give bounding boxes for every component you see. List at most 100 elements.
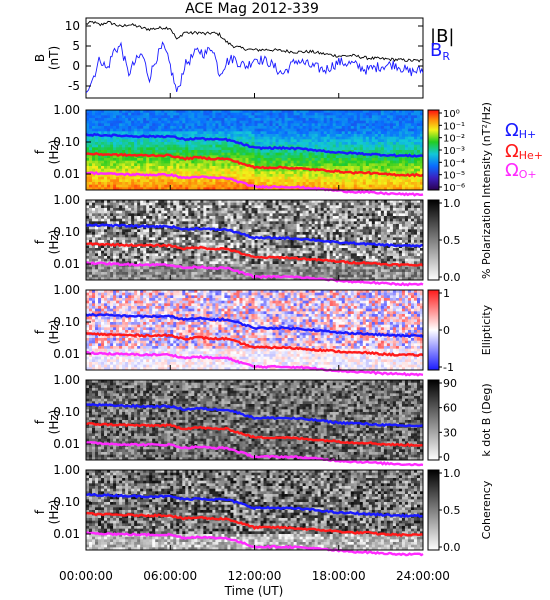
panel-0-ylabel-top: B xyxy=(33,54,47,62)
colorbar-tick-label: 0.5 xyxy=(443,504,461,517)
ytick-label: 0.10 xyxy=(53,315,80,329)
colorbar-tick-label: 10⁰ xyxy=(443,109,460,120)
x-axis-label: Time (UT) xyxy=(224,584,284,598)
legend-br-label: BR xyxy=(430,40,450,63)
cyclotron-line-he-plus xyxy=(85,511,424,538)
colorbar xyxy=(427,379,440,461)
cyclotron-line-h-plus xyxy=(85,312,424,339)
colorbar-label: Coherency xyxy=(480,480,493,539)
panel-0-ylabel-bottom: (nT) xyxy=(47,46,61,70)
ylabel-bottom: (Hz) xyxy=(47,230,61,255)
colorbar xyxy=(427,469,440,551)
colorbar-label: k dot B (Deg) xyxy=(480,383,493,456)
legend-omega-o-sub: O+ xyxy=(519,168,537,181)
panel-0-ytick-label: 0 xyxy=(72,59,80,73)
panel-0-ytick-label: 10 xyxy=(65,19,80,33)
colorbar-tick-label: 1 xyxy=(443,287,450,300)
legend-omega-he: ΩHe+ xyxy=(505,141,543,162)
legend-br-sub: R xyxy=(442,50,450,63)
colorbar-tick-label: 1.0 xyxy=(443,467,461,480)
xtick-label: 18:00:00 xyxy=(312,569,366,583)
colorbar-tick-label: 10⁻² xyxy=(443,134,465,145)
panel-coherency-cells xyxy=(86,470,424,551)
colorbar-tick-label: 0.0 xyxy=(443,271,461,284)
series-line-magnitude xyxy=(86,20,423,63)
ylabel-bottom: (Hz) xyxy=(47,410,61,435)
ytick-label: 0.01 xyxy=(53,437,80,451)
ytick-label: 0.10 xyxy=(53,225,80,239)
cyclotron-line-h-plus xyxy=(85,132,424,158)
colorbar-label: Intensity (nT²/Hz) xyxy=(480,102,493,198)
cyclotron-line-he-plus xyxy=(85,151,424,178)
panel-k-dot-b: 1.00 0.10 0.01 f (Hz) 90 60 30 0 k dot B (Deg) xyxy=(33,373,493,467)
colorbar-tick-label: 1.0 xyxy=(443,197,461,210)
cyclotron-line-h-plus xyxy=(85,492,424,519)
colorbar xyxy=(427,289,440,371)
xtick-label: 06:00:00 xyxy=(143,569,197,583)
colorbar-tick-label: 60 xyxy=(443,402,457,415)
panel-0-ytick-label: -5 xyxy=(68,79,80,93)
legend-omega-h-main: Ω xyxy=(505,120,519,141)
ylabel-top: f xyxy=(33,239,47,244)
cyclotron-line-he-plus xyxy=(85,332,424,357)
panel-ellipticity: 1.00 0.10 0.01 f (Hz) 1 0 -1 Ellipticity xyxy=(33,283,493,377)
legend-omega-h-sub: H+ xyxy=(519,128,537,141)
colorbar-label: Ellipticity xyxy=(480,304,493,355)
ylabel-bottom: (Hz) xyxy=(47,140,61,165)
legend-omega-o: ΩO+ xyxy=(505,160,537,181)
panel-coherency: 1.00 0.10 0.01 f (Hz) 1.0 0.5 0.0 Coherency xyxy=(33,463,493,557)
ytick-label: 0.10 xyxy=(53,405,80,419)
colorbar-tick-label: 10⁻⁴ xyxy=(443,158,465,169)
ytick-label: 1.00 xyxy=(53,103,80,117)
spectrogram-panels: 1.000.100.01f (Hz)10⁰10⁻¹10⁻²10⁻³10⁻⁴10⁻⁵… xyxy=(33,102,493,557)
colorbar-tick-label: 10⁻⁶ xyxy=(443,183,465,194)
panel-0-ytick-label: 5 xyxy=(72,39,80,53)
ytick-label: 0.10 xyxy=(53,135,80,149)
legend-br-main: B xyxy=(430,40,442,61)
legend-omega-h: ΩH+ xyxy=(505,120,536,141)
colorbar-tick-label: 10⁻⁵ xyxy=(443,171,465,182)
panel-polarization: 1.00 0.10 0.01 f (Hz) 1.0 0.5 0.0 % Polarization xyxy=(33,193,493,287)
cyclotron-line-he-plus xyxy=(86,242,424,268)
colorbar-tick-label: 0.0 xyxy=(443,541,461,554)
ytick-label: 0.01 xyxy=(53,347,80,361)
ylabel-top: f xyxy=(33,149,47,154)
ylabel-bottom: (Hz) xyxy=(47,320,61,345)
ytick-label: 1.00 xyxy=(53,193,80,207)
ylabel-top: f xyxy=(33,329,47,334)
colorbar xyxy=(427,109,440,191)
colorbar-tick-label: 90 xyxy=(443,377,457,390)
cyclotron-line-he-plus xyxy=(85,421,424,448)
panel-polarization-cells xyxy=(86,200,424,281)
colorbar-tick-label: 10⁻¹ xyxy=(443,121,465,132)
chart-title: ACE Mag 2012-339 xyxy=(185,1,319,17)
panel-intensity-cells xyxy=(86,110,424,191)
ytick-label: 1.00 xyxy=(53,283,80,297)
cyclotron-line-h-plus xyxy=(85,223,424,248)
colorbar-tick-label: -1 xyxy=(443,361,454,374)
colorbar-tick-label: 0 xyxy=(443,451,450,464)
colorbar-label: % Polarization xyxy=(480,201,493,279)
colorbar xyxy=(427,199,440,281)
cyclotron-legend: ΩH+ ΩHe+ ΩO+ xyxy=(505,120,543,181)
ylabel-bottom: (Hz) xyxy=(47,500,61,525)
colorbar-tick-label: 0.5 xyxy=(443,234,461,247)
colorbar-tick-label: 0 xyxy=(443,324,450,337)
x-axis: 00:00:00 06:00:00 12:00:00 18:00:00 24:00:00 xyxy=(59,93,450,583)
xtick-label: 24:00:00 xyxy=(396,569,450,583)
panel-ellipticity-cells xyxy=(86,290,424,371)
ytick-label: 1.00 xyxy=(53,463,80,477)
ylabel-top: f xyxy=(33,419,47,424)
panel-k-dot-b-cells xyxy=(86,380,424,461)
legend-magnitude-label: |B| xyxy=(430,26,454,47)
colorbar-tick-label: 30 xyxy=(443,426,457,439)
ylabel-top: f xyxy=(33,509,47,514)
ytick-label: 0.01 xyxy=(53,257,80,271)
xtick-label: 12:00:00 xyxy=(228,569,282,583)
ytick-label: 1.00 xyxy=(53,373,80,387)
ytick-label: 0.01 xyxy=(53,167,80,181)
ytick-label: 0.01 xyxy=(53,527,80,541)
